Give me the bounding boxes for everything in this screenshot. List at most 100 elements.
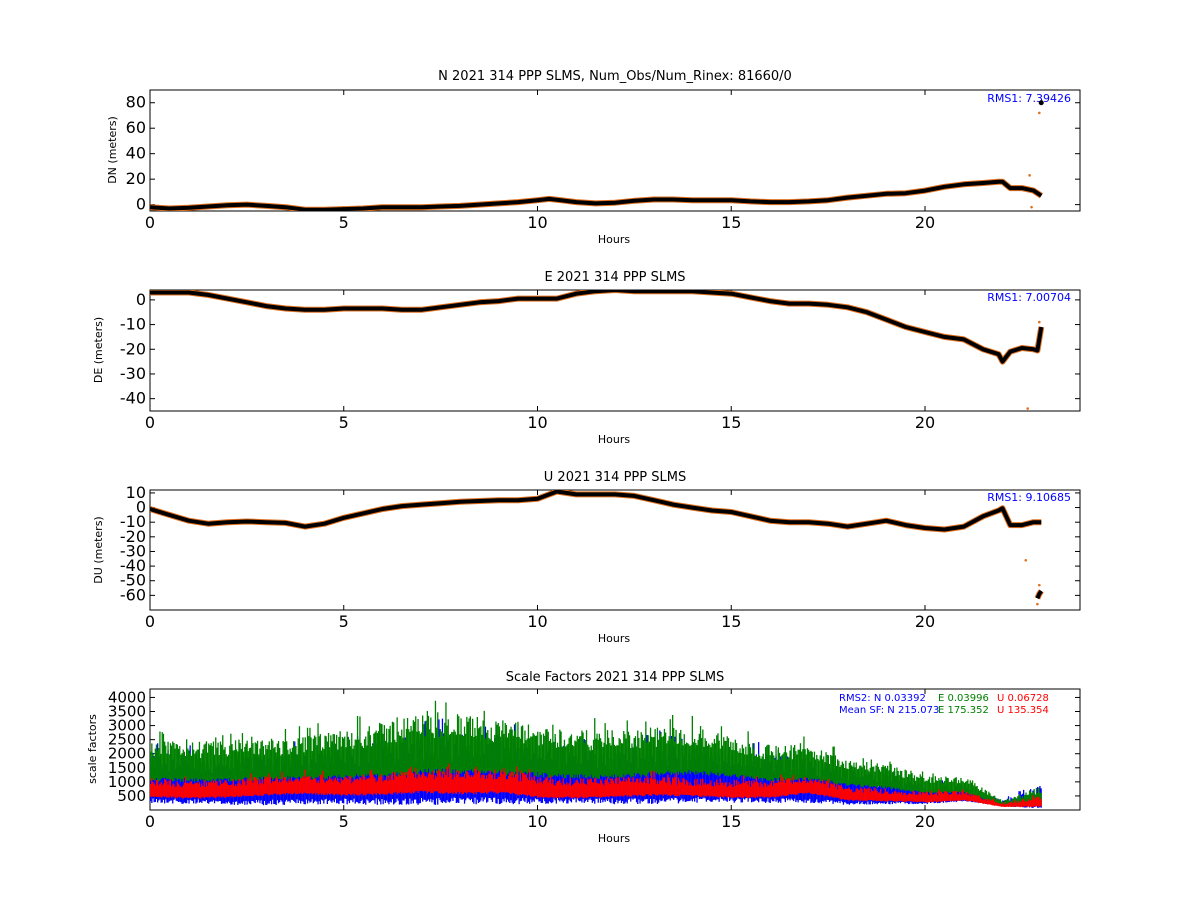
panel-4-sf-bar-u	[396, 776, 398, 795]
panel-4-sf-bar-u	[970, 794, 972, 802]
panel-4-sf-bar-u	[182, 784, 184, 799]
panel-4-sf-bar-u	[792, 775, 795, 795]
panel-4-sf-bar-n	[901, 780, 903, 802]
panel-4-sf-bar-u	[682, 778, 684, 795]
panel-4-sf-bar-u	[177, 783, 180, 797]
panel-4-sf-bar-u	[660, 781, 662, 795]
panel-4-sf-bar-e	[601, 741, 603, 777]
panel-4-sf-bar-u	[612, 780, 614, 797]
panel-4-sf-bar-e	[753, 749, 755, 779]
panel-4-sf-bar-u	[873, 791, 875, 801]
panel-4-sf-bar-u	[427, 773, 430, 792]
panel-4-sf-bar-n	[849, 771, 852, 804]
panel-4-sf-bar-e	[589, 750, 591, 778]
panel-4-sf-bar-e	[966, 781, 968, 794]
panel-4-sf-bar-e	[808, 749, 810, 781]
panel-4-sf-bar-u	[369, 771, 371, 794]
panel-4-sf-bar-u	[672, 777, 674, 795]
panel-4-sf-bar-u	[1023, 799, 1025, 807]
panel-4-sf-bar-n	[906, 783, 909, 804]
panel-4-sf-bar-n	[395, 748, 397, 803]
panel-4-sf-bar-u	[948, 795, 950, 801]
panel-4-sf-bar-n	[195, 759, 197, 804]
panel-4-sf-bar-e	[1002, 801, 1004, 807]
panel-4-sf-bar-e	[591, 749, 593, 778]
panel-4-sf-bar-u	[270, 783, 273, 795]
panel-4-sf-bar-e	[204, 743, 206, 782]
panel-4-sf-bar-u	[962, 789, 964, 800]
panel-4-sf-bar-u	[272, 780, 274, 795]
panel-4-sf-bar-u	[202, 786, 204, 798]
panel-4-sf-bar-e	[775, 745, 777, 779]
panel-4-sf-bar-e	[889, 761, 891, 787]
panel-4-sf-bar-e	[412, 720, 414, 772]
panel-4-sf-bar-u	[713, 782, 716, 797]
panel-4-sf-bar-u	[803, 781, 805, 794]
panel-4-sf-bar-e	[718, 740, 720, 777]
panel-4-sf-bar-u	[530, 780, 532, 797]
panel-4-sf-bar-u	[585, 784, 588, 799]
panel-4-sf-bar-n	[563, 766, 566, 801]
panel-4-sf-bar-n	[907, 779, 910, 805]
panel-4-sf-bar-e	[308, 735, 310, 779]
panel-4-sf-bar-e	[366, 745, 368, 777]
panel-4-sf-bar-u	[771, 786, 774, 797]
panel-4-sf-bar-n	[647, 744, 649, 804]
panel-4-sf-bar-n	[551, 758, 553, 804]
panel-4-sf-bar-n	[684, 747, 686, 802]
panel-4-sf-bar-n	[738, 762, 740, 799]
panel-4-sf-bar-u	[995, 801, 997, 806]
panel-4-sf-bar-e	[542, 733, 545, 778]
panel-4-sf-bar-e	[565, 746, 567, 779]
panel-4-sf-bar-e	[1039, 792, 1041, 806]
panel-4-sf-bar-e	[613, 744, 616, 775]
panel-2-series-line	[150, 290, 1044, 364]
panel-4-sf-bar-u	[481, 774, 483, 794]
panel-4-sf-bar-n	[540, 757, 542, 803]
panel-4-sf-bar-e	[369, 735, 371, 777]
panel-4-sf-bar-n	[845, 768, 847, 803]
panel-4-sf-bar-u	[726, 787, 728, 798]
panel-4-sf-bar-e	[462, 735, 464, 773]
panel-4-sf-bar-n	[159, 764, 161, 800]
panel-4-sf-bar-u	[540, 782, 542, 797]
panel-4-sf-bar-u	[642, 781, 645, 797]
panel-4-sf-bar-u	[295, 779, 297, 795]
panel-4-sf-bar-u	[723, 785, 725, 798]
panel-4-sf-bar-u	[361, 780, 363, 794]
panel-4-sf-bar-e	[727, 738, 730, 777]
panel-4-sf-bar-n	[530, 759, 532, 800]
panel-4-sf-bar-e	[339, 731, 341, 778]
panel-4-sf-bar-u	[789, 778, 791, 795]
panel-4-sf-bar-e	[266, 749, 268, 778]
panel-4-sf-bar-e	[921, 771, 924, 793]
panel-4-sf-bar-e	[427, 715, 430, 769]
panel-4-sf-bar-e	[1019, 795, 1021, 806]
panel-4-sf-bar-u	[853, 792, 855, 801]
panel-4-sf-bar-u	[338, 782, 340, 795]
panel-4-sf-bar-e	[164, 741, 166, 779]
panel-4-sf-bar-e	[659, 733, 661, 776]
panel-4-sf-bar-e	[739, 748, 741, 776]
panel-4-sf-bar-u	[711, 786, 713, 797]
panel-4-sf-bar-e	[654, 729, 656, 773]
panel-4-sf-bar-e	[603, 742, 605, 778]
panel-4-sf-bar-n	[565, 763, 567, 800]
panel-4-sf-bar-e	[834, 755, 836, 784]
panel-4-sf-bar-e	[529, 738, 531, 774]
panel-4-sf-bar-e	[403, 718, 405, 776]
panel-4-sf-bar-u	[179, 785, 181, 798]
panel-3-ytick-label: -60	[120, 585, 146, 604]
panel-4-sf-bar-e	[254, 742, 256, 780]
panel-4-sf-bar-n	[695, 748, 697, 799]
panel-4-sf-bar-u	[941, 792, 943, 802]
panel-4-sf-bar-u	[524, 774, 526, 795]
panel-4-sf-bar-e	[231, 744, 233, 782]
panel-4-sf-bar-u	[911, 794, 913, 802]
panel-4-sf-bar-n	[553, 764, 555, 799]
panel-4-sf-bar-n	[468, 745, 470, 800]
panel-4-sf-bar-e	[868, 771, 870, 787]
panel-4-sf-bar-e	[969, 780, 971, 795]
panel-4-sf-bar-e	[637, 730, 639, 773]
panel-4-sf-bar-u	[337, 778, 339, 794]
